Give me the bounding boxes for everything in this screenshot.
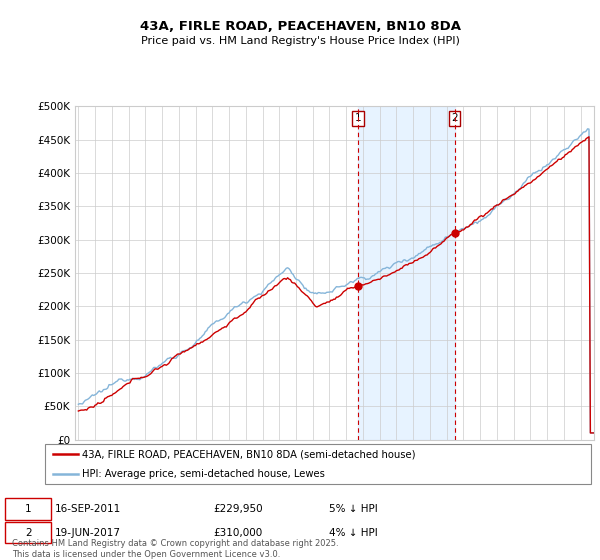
Text: 1: 1: [355, 113, 362, 123]
Text: 43A, FIRLE ROAD, PEACEHAVEN, BN10 8DA: 43A, FIRLE ROAD, PEACEHAVEN, BN10 8DA: [139, 20, 461, 32]
Bar: [358, 106, 455, 440]
Text: 43A, FIRLE ROAD, PEACEHAVEN, BN10 8DA (semi-detached house): 43A, FIRLE ROAD, PEACEHAVEN, BN10 8DA (s…: [82, 449, 416, 459]
FancyBboxPatch shape: [45, 444, 591, 484]
Text: 19-JUN-2017: 19-JUN-2017: [55, 528, 121, 538]
Text: £310,000: £310,000: [214, 528, 263, 538]
Text: £229,950: £229,950: [214, 504, 263, 514]
Text: 2: 2: [451, 113, 458, 123]
Text: 16-SEP-2011: 16-SEP-2011: [55, 504, 121, 514]
Text: 1: 1: [25, 504, 31, 514]
Text: Contains HM Land Registry data © Crown copyright and database right 2025.
This d: Contains HM Land Registry data © Crown c…: [12, 539, 338, 559]
Text: 4% ↓ HPI: 4% ↓ HPI: [329, 528, 377, 538]
Text: 2: 2: [25, 528, 31, 538]
Text: 5% ↓ HPI: 5% ↓ HPI: [329, 504, 377, 514]
Text: HPI: Average price, semi-detached house, Lewes: HPI: Average price, semi-detached house,…: [82, 469, 325, 479]
Text: Price paid vs. HM Land Registry's House Price Index (HPI): Price paid vs. HM Land Registry's House …: [140, 36, 460, 46]
FancyBboxPatch shape: [5, 522, 51, 543]
FancyBboxPatch shape: [5, 498, 51, 520]
